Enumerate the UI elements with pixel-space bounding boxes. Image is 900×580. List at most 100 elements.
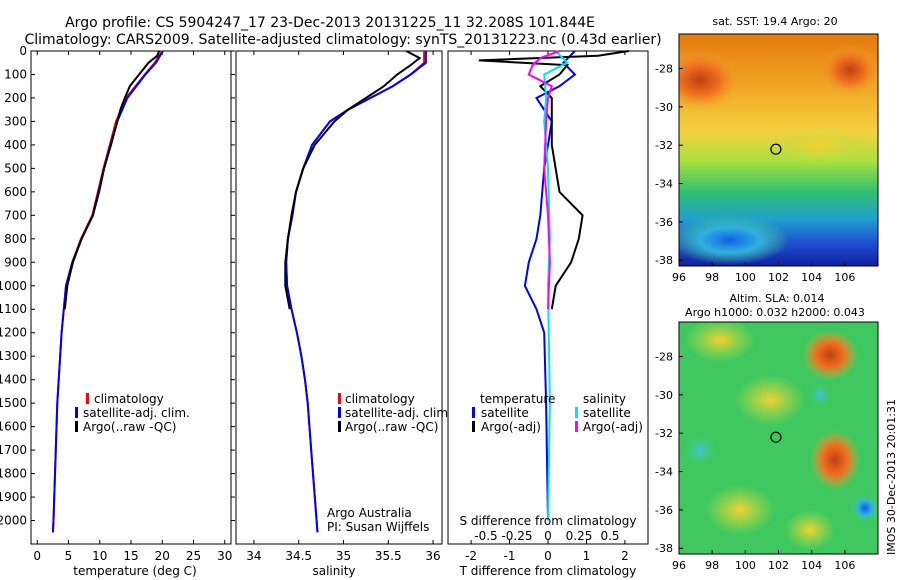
lat-tick-label: -38 bbox=[655, 542, 673, 555]
lon-tick-label: 100 bbox=[735, 271, 756, 284]
series-line-satellite bbox=[523, 50, 577, 521]
t-difference-label: T difference from climatology bbox=[459, 564, 637, 578]
legend-label-t-satellite: satellite bbox=[481, 406, 529, 420]
x-tick-label: 5 bbox=[65, 549, 73, 563]
lat-tick-label: -34 bbox=[655, 466, 673, 479]
temperature-axis: 0 5 10 15 20 25 30 bbox=[33, 51, 232, 563]
temperature-panel: 0100200300400500600700800900100011001200… bbox=[0, 44, 648, 578]
timestamp-stamp: IMOS 30-Dec-2013 20:01:31 bbox=[885, 399, 898, 555]
sla-map-title: Altim. SLA: 0.014 bbox=[729, 292, 824, 305]
header-line-2: Climatology: CARS2009. Satellite-adjuste… bbox=[24, 32, 661, 48]
depth-tick-label: 200 bbox=[4, 91, 27, 105]
salinity-axis: 34 34.5 35 35.5 36 bbox=[246, 51, 441, 563]
lon-tick-label: 102 bbox=[768, 271, 789, 284]
lat-tick-label: -34 bbox=[655, 178, 673, 191]
x-tick-label: 25 bbox=[186, 549, 201, 563]
legend-swatch-t-satellite bbox=[472, 407, 475, 418]
s-difference-tick-label: 0 bbox=[544, 529, 552, 543]
sla-lon-axis: 96 98 100 102 104 106 bbox=[672, 550, 855, 572]
s-difference-tick-label: 0.25 bbox=[566, 529, 593, 543]
lat-tick-label: -32 bbox=[655, 427, 673, 440]
series-line-argo-adj- bbox=[478, 50, 629, 310]
legend-swatch-satellite bbox=[338, 407, 341, 418]
series-line-argo-raw-qc- bbox=[284, 50, 422, 310]
depth-tick-label: 1200 bbox=[0, 326, 27, 340]
depth-tick-label: 800 bbox=[4, 232, 27, 246]
sla-lat-axis: -28 -30 -32 -34 -36 -38 bbox=[655, 351, 683, 555]
legend-swatch-argo bbox=[75, 421, 78, 432]
lon-tick-label: 98 bbox=[705, 271, 719, 284]
sla-heatmap bbox=[679, 322, 878, 554]
sla-low-patch bbox=[851, 494, 878, 522]
sst-mid-patch bbox=[775, 125, 865, 165]
depth-tick-label: 900 bbox=[4, 255, 27, 269]
sst-lat-axis: -28 -30 -32 -34 -36 -38 bbox=[655, 63, 683, 267]
depth-tick-label: 600 bbox=[4, 185, 27, 199]
header-line-1: Argo profile: CS 5904247_17 23-Dec-2013 … bbox=[65, 15, 595, 31]
x-tick-label: 34 bbox=[246, 549, 261, 563]
temperature-profiles bbox=[51, 50, 164, 533]
legend-swatch-satellite bbox=[75, 407, 78, 418]
x-tick-label: 10 bbox=[92, 549, 107, 563]
legend-label-climatology: climatology bbox=[94, 392, 164, 406]
depth-tick-label: 1300 bbox=[0, 349, 27, 363]
temperature-axis-label: temperature (deg C) bbox=[73, 564, 196, 578]
temperature-plot-frame bbox=[30, 50, 232, 545]
legend-label-t-argo: Argo(-adj) bbox=[481, 420, 541, 434]
depth-tick-label: 1100 bbox=[0, 302, 27, 316]
depth-tick-label: 400 bbox=[4, 138, 27, 152]
s-difference-tick-label: 0.5 bbox=[600, 529, 619, 543]
lon-tick-label: 102 bbox=[768, 559, 789, 572]
sla-map-panel: Altim. SLA: 0.014 Argo h1000: 0.032 h200… bbox=[655, 292, 879, 572]
legend-label-argo: Argo(..raw -QC) bbox=[83, 420, 176, 434]
sst-map-title: sat. SST: 19.4 Argo: 20 bbox=[712, 15, 837, 28]
lat-tick-label: -30 bbox=[655, 389, 673, 402]
sla-high-patch bbox=[810, 430, 860, 490]
sst-cool-patch bbox=[679, 215, 790, 265]
difference-legend: temperature salinity satellite Argo(-adj… bbox=[472, 392, 643, 434]
x-tick-label: 35.5 bbox=[375, 549, 402, 563]
lon-tick-label: 100 bbox=[735, 559, 756, 572]
legend-label-argo: Argo(..raw -QC) bbox=[345, 420, 438, 434]
x-tick-label: 34.5 bbox=[285, 549, 312, 563]
legend-label-s-satellite: satellite bbox=[583, 406, 631, 420]
s-difference-label: S difference from climatology bbox=[460, 514, 637, 528]
difference-profiles bbox=[478, 50, 629, 521]
series-line-argo-adj- bbox=[527, 50, 560, 310]
x-tick-label: 0 bbox=[33, 549, 41, 563]
sla-low-patch bbox=[808, 383, 832, 407]
sla-map-subtitle: Argo h1000: 0.032 h2000: 0.043 bbox=[685, 306, 865, 319]
x-tick-label: 15 bbox=[123, 549, 138, 563]
lon-tick-label: 104 bbox=[801, 271, 822, 284]
legend-label-satellite: satellite-adj. clim. bbox=[83, 406, 190, 420]
depth-tick-label: 500 bbox=[4, 161, 27, 175]
depth-tick-label: 1400 bbox=[0, 373, 27, 387]
legend-heading-salinity: salinity bbox=[583, 392, 626, 406]
pi-note: PI: Susan Wijffels bbox=[327, 520, 429, 534]
legend-swatch-climatology bbox=[338, 393, 341, 404]
depth-tick-label: 0 bbox=[19, 44, 27, 58]
sst-map-panel: sat. SST: 19.4 Argo: 20 -28-30-32-34-36-… bbox=[655, 15, 879, 284]
temperature-legend: climatology satellite-adj. clim. Argo(..… bbox=[75, 392, 190, 434]
depth-tick-label: 1000 bbox=[0, 279, 27, 293]
depth-tick-label: 100 bbox=[4, 67, 27, 81]
salinity-plot-frame bbox=[235, 50, 443, 545]
depth-tick-label: 700 bbox=[4, 208, 27, 222]
depth-tick-label: 1900 bbox=[0, 490, 27, 504]
sla-high-patch bbox=[705, 485, 775, 535]
lat-tick-label: -38 bbox=[655, 254, 673, 267]
depth-tick-label: 300 bbox=[4, 114, 27, 128]
lon-tick-label: 98 bbox=[705, 559, 719, 572]
x-tick-label: 35 bbox=[336, 549, 351, 563]
series-line-argo-raw-qc- bbox=[63, 50, 161, 310]
legend-swatch-climatology bbox=[86, 393, 89, 404]
salinity-panel: 34 34.5 35 35.5 36 salinity climatology sate… bbox=[235, 50, 452, 578]
lat-tick-label: -36 bbox=[655, 216, 673, 229]
sst-warm-patch bbox=[820, 45, 878, 95]
lat-tick-label: -36 bbox=[655, 504, 673, 517]
depth-tick-label: 1600 bbox=[0, 420, 27, 434]
x-tick-label: -1 bbox=[504, 549, 516, 563]
x-tick-label: 36 bbox=[425, 549, 440, 563]
legend-label-s-argo: Argo(-adj) bbox=[583, 420, 643, 434]
